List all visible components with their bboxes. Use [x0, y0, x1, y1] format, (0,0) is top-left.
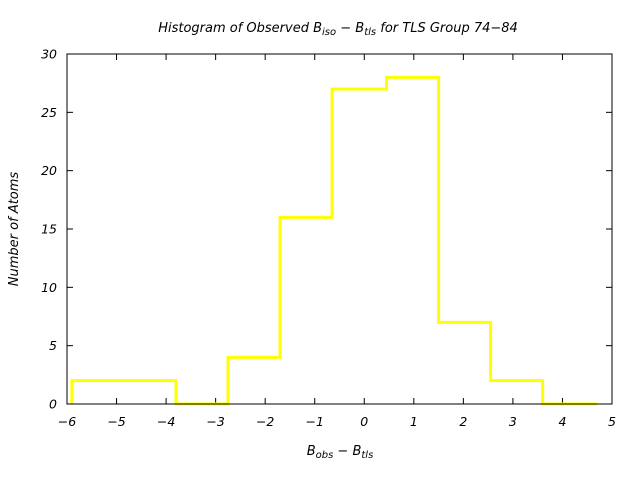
xlabel-mid: − B — [333, 444, 361, 459]
x-tick-label: −1 — [306, 414, 324, 429]
y-tick-label: 15 — [41, 222, 57, 237]
histogram-outline — [70, 75, 598, 406]
title-prefix: Histogram of Observed B — [158, 21, 322, 36]
xlabel-sub-obs: obs — [316, 450, 334, 461]
x-tick-label: 2 — [459, 414, 467, 429]
x-tick-label: −6 — [58, 414, 76, 429]
x-tick-label: 3 — [509, 414, 517, 429]
y-tick-label: 10 — [41, 280, 57, 295]
x-tick-label: −4 — [157, 414, 175, 429]
y-tick-label: 30 — [41, 47, 57, 62]
x-tick-label: 4 — [558, 414, 566, 429]
x-tick-label: 5 — [608, 414, 616, 429]
x-tick-label: −5 — [107, 414, 125, 429]
x-tick-label: 0 — [360, 414, 368, 429]
y-tick-label: 0 — [49, 397, 57, 412]
xlabel-sub-tls: tls — [361, 450, 373, 461]
y-tick-label: 25 — [41, 105, 57, 120]
title-sub-iso: iso — [322, 27, 336, 38]
y-tick-label: 5 — [49, 338, 57, 353]
x-tick-label: 1 — [410, 414, 418, 429]
title-mid: − B — [336, 21, 364, 36]
x-tick-label: −2 — [256, 414, 274, 429]
x-axis-label: Bobs − Btls — [307, 444, 374, 461]
title-sub-tls: tls — [364, 27, 376, 38]
title-suffix: for TLS Group 74−84 — [376, 21, 518, 36]
y-tick-label: 20 — [41, 163, 57, 178]
xlabel-b: B — [307, 444, 316, 459]
y-axis-label: Number of Atoms — [7, 172, 22, 287]
chart-title: Histogram of Observed Biso − Btls for TL… — [158, 21, 518, 38]
plot-frame — [66, 53, 613, 405]
axis-ticks: −6 −5 −4 −3 −2 −1 0 1 2 3 4 5 0 5 10 15 20 25 30 — [41, 47, 616, 430]
x-tick-label: −3 — [206, 414, 224, 429]
